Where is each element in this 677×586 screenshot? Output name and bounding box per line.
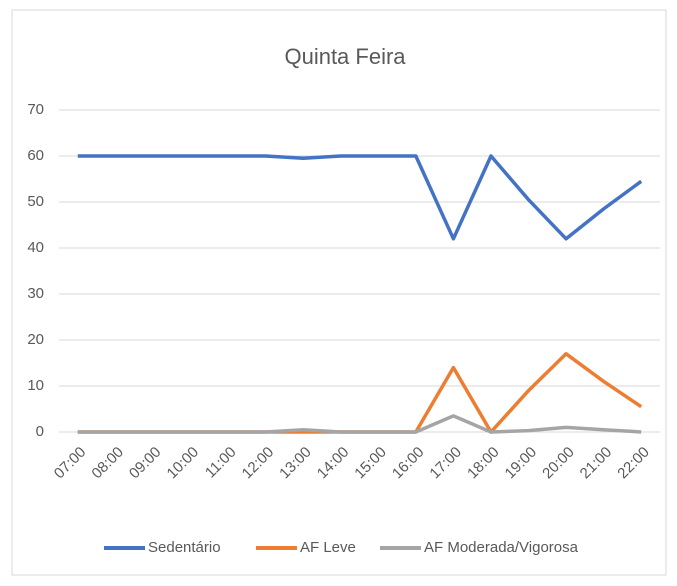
y-tick-label: 0 (36, 423, 44, 440)
y-tick-label: 30 (27, 285, 44, 302)
legend-label: AF Moderada/Vigorosa (424, 539, 579, 556)
series-line (77, 414, 642, 434)
chart-title: Quinta Feira (284, 44, 406, 69)
y-tick-label: 50 (27, 193, 44, 210)
legend-label: Sedentário (148, 539, 221, 556)
y-tick-label: 40 (27, 239, 44, 256)
chart-border (11, 9, 667, 576)
series-line (77, 154, 643, 241)
y-tick-label: 20 (27, 331, 44, 348)
y-tick-label: 60 (27, 147, 44, 164)
y-tick-label: 10 (27, 377, 44, 394)
legend-label: AF Leve (300, 539, 356, 556)
y-tick-label: 70 (27, 101, 44, 118)
